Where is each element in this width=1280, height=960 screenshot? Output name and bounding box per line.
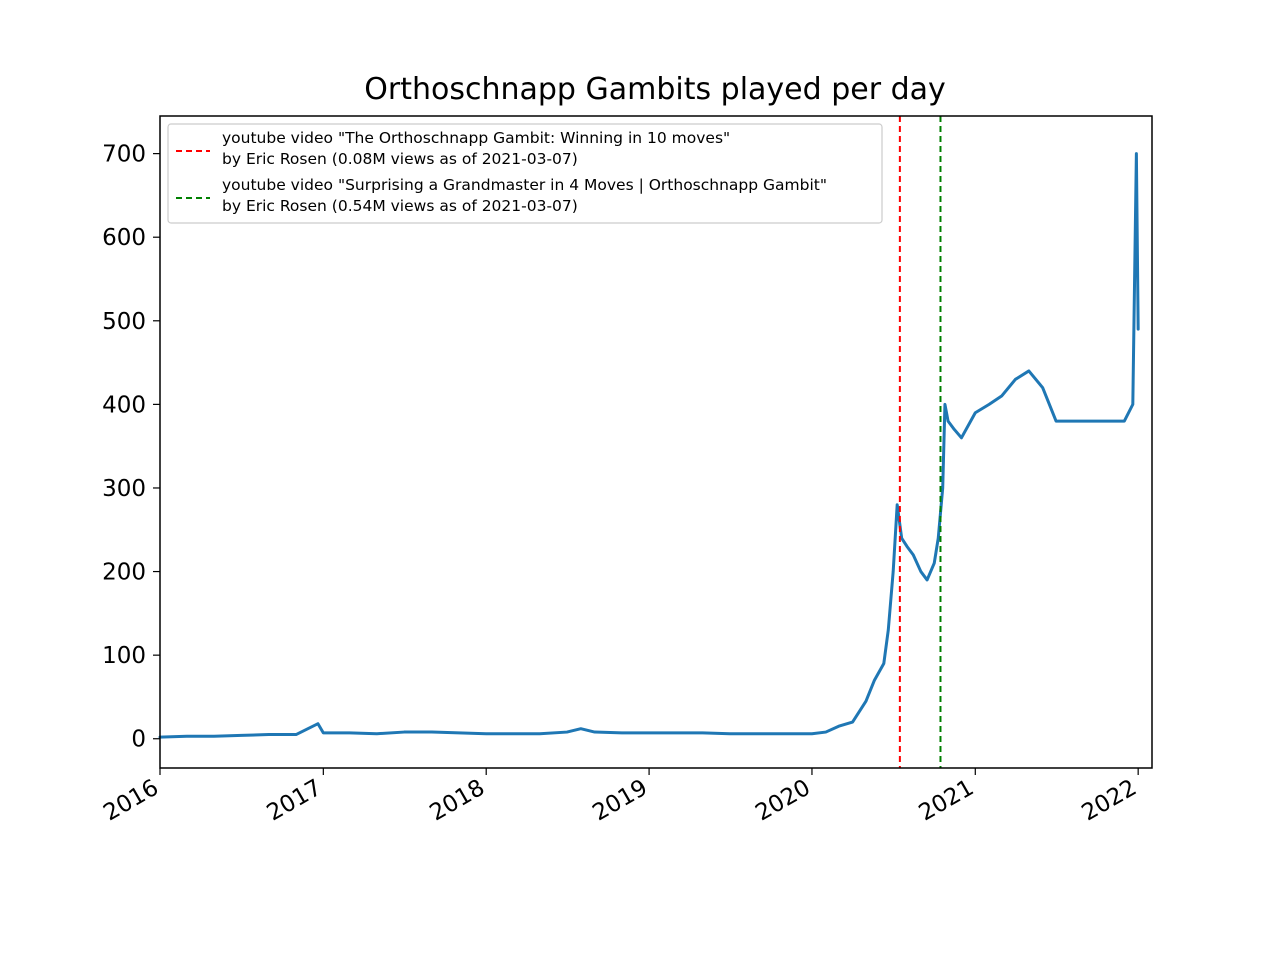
- series-line-0: [158, 152, 1140, 739]
- annotation-lines: [898, 116, 942, 768]
- legend-label-video2-line2: by Eric Rosen (0.54M views as of 2021-03…: [222, 197, 578, 215]
- y-tick-label: 200: [102, 560, 146, 586]
- legend-frame: [167, 123, 883, 224]
- y-tick-label: 100: [102, 643, 146, 669]
- y-axis: 0 100 200 300 400 500 600 700: [102, 142, 160, 753]
- axes-frame: [159, 115, 1153, 769]
- legend-label-video1-line2: by Eric Rosen (0.08M views as of 2021-03…: [222, 150, 578, 168]
- chart-title: Orthoschnapp Gambits played per day: [364, 72, 946, 107]
- y-tick-label: 600: [102, 225, 146, 251]
- y-tick-label: 500: [102, 309, 146, 335]
- y-tick-label: 300: [102, 476, 146, 502]
- y-tick-label: 400: [102, 392, 146, 418]
- plot-area: [158, 152, 1140, 739]
- legend: youtube video "The Orthoschnapp Gambit: …: [167, 123, 883, 224]
- y-tick-label: 700: [102, 142, 146, 168]
- legend-label-video1-line1: youtube video "The Orthoschnapp Gambit: …: [222, 129, 730, 147]
- legend-label-video2-line1: youtube video "Surprising a Grandmaster …: [222, 176, 827, 194]
- y-tick-label: 0: [131, 727, 146, 753]
